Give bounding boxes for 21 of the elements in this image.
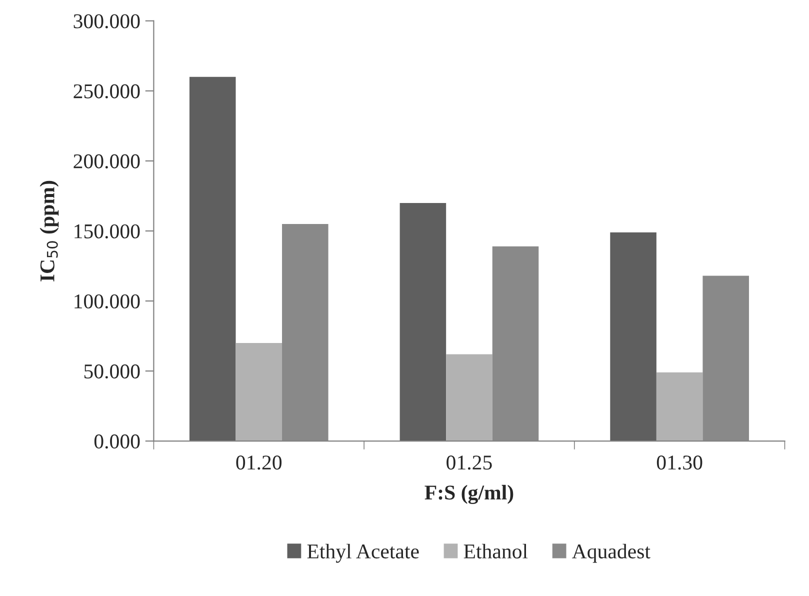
x-tick-label: 01.20 — [236, 456, 282, 470]
y-tick-label: 100.000 — [74, 294, 140, 309]
legend-label: Ethanol — [464, 544, 528, 558]
y-tick-label: 200.000 — [74, 154, 140, 168]
legend-label: Aquadest — [572, 544, 650, 563]
y-axis-title: IC$_{50}$ (ppm) — [40, 180, 59, 282]
legend-label: Ethyl Acetate — [307, 544, 419, 563]
y-tick-label: 50.000 — [84, 364, 140, 379]
y-tick-label: 300.000 — [74, 14, 140, 28]
bar — [189, 76, 236, 442]
x-tick-label: 01.30 — [656, 456, 702, 470]
bar — [446, 354, 492, 442]
x-axis-title: F:S (g/ml) — [424, 484, 514, 504]
bar — [610, 232, 656, 442]
bar — [236, 343, 282, 442]
y-tick-label: 150.000 — [74, 224, 140, 238]
bar — [400, 202, 446, 442]
y-tick-label: 250.000 — [74, 84, 140, 98]
y-tick-label: 0.000 — [94, 434, 140, 449]
bar — [656, 372, 703, 442]
x-tick-label: 01.25 — [446, 456, 492, 470]
